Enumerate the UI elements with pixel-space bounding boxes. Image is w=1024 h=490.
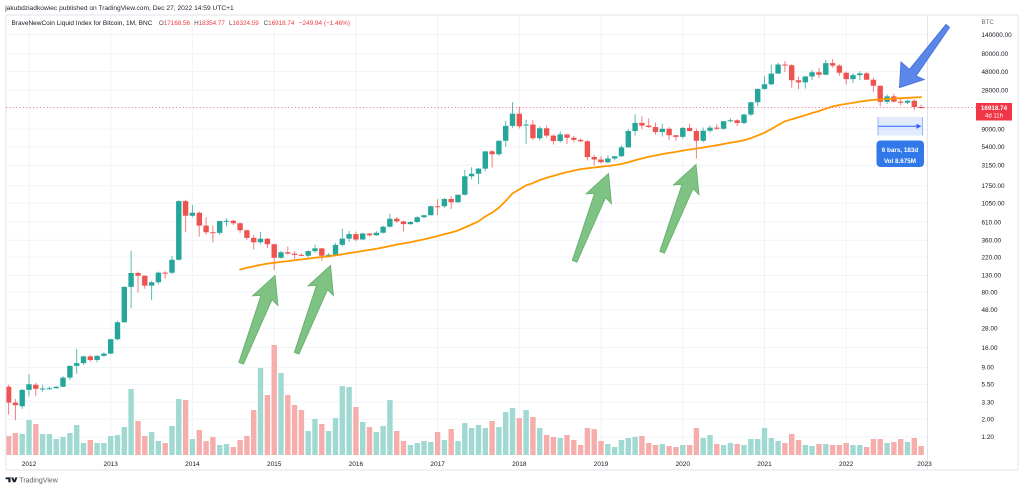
svg-text:48.00: 48.00 xyxy=(982,307,998,314)
svg-text:5400.00: 5400.00 xyxy=(982,144,1006,151)
svg-text:16918.74: 16918.74 xyxy=(981,105,1008,112)
svg-text:O17168.56: O17168.56 xyxy=(159,20,191,27)
svg-text:610.00: 610.00 xyxy=(982,219,1002,226)
svg-text:TradingView: TradingView xyxy=(19,478,58,485)
svg-text:2014: 2014 xyxy=(185,461,200,468)
svg-text:9.00: 9.00 xyxy=(982,365,995,372)
svg-text:3.30: 3.30 xyxy=(982,399,995,406)
svg-text:80.00: 80.00 xyxy=(982,289,998,296)
svg-text:2018: 2018 xyxy=(512,461,527,468)
svg-text:48000.00: 48000.00 xyxy=(982,69,1009,76)
svg-text:2019: 2019 xyxy=(594,461,609,468)
svg-text:2017: 2017 xyxy=(430,461,445,468)
svg-text:2016: 2016 xyxy=(349,461,364,468)
svg-text:220.00: 220.00 xyxy=(982,255,1002,262)
svg-text:1750.00: 1750.00 xyxy=(982,183,1006,190)
svg-text:140000.00: 140000.00 xyxy=(982,32,1013,39)
svg-text:C16918.74: C16918.74 xyxy=(264,20,295,27)
svg-text:2021: 2021 xyxy=(757,461,772,468)
svg-text:1.20: 1.20 xyxy=(982,434,995,441)
svg-text:5.50: 5.50 xyxy=(982,382,995,389)
svg-text:360.00: 360.00 xyxy=(982,238,1002,245)
svg-text:2020: 2020 xyxy=(676,461,691,468)
svg-text:L16324.59: L16324.59 xyxy=(229,20,259,27)
svg-text:jakubdziadkowiec published on: jakubdziadkowiec published on TradingVie… xyxy=(4,5,234,12)
svg-text:BraveNewCoin Liquid Index for: BraveNewCoin Liquid Index for Bitcoin, 1… xyxy=(12,20,153,27)
svg-text:3150.00: 3150.00 xyxy=(982,163,1006,170)
svg-text:2012: 2012 xyxy=(22,461,37,468)
svg-text:28000.00: 28000.00 xyxy=(982,87,1009,94)
svg-text:Vol 8.675M: Vol 8.675M xyxy=(884,158,916,165)
svg-text:16.00: 16.00 xyxy=(982,345,998,352)
svg-text:80000.00: 80000.00 xyxy=(982,51,1009,58)
svg-text:130.00: 130.00 xyxy=(982,273,1002,280)
svg-text:6 bars, 183d: 6 bars, 183d xyxy=(882,147,919,154)
svg-text:28.00: 28.00 xyxy=(982,326,998,333)
svg-text:1050.00: 1050.00 xyxy=(982,201,1006,208)
svg-text:2023: 2023 xyxy=(917,461,932,468)
svg-text:BTC: BTC xyxy=(982,19,995,26)
svg-text:H18354.77: H18354.77 xyxy=(194,20,225,27)
svg-text:4d 11h: 4d 11h xyxy=(985,114,1003,120)
svg-text:2013: 2013 xyxy=(103,461,118,468)
svg-text:2022: 2022 xyxy=(839,461,854,468)
svg-text:2.00: 2.00 xyxy=(982,417,995,424)
svg-text:−249.94 (−1.46%): −249.94 (−1.46%) xyxy=(299,20,350,27)
svg-text:2015: 2015 xyxy=(267,461,282,468)
svg-text:9000.00: 9000.00 xyxy=(982,127,1006,134)
